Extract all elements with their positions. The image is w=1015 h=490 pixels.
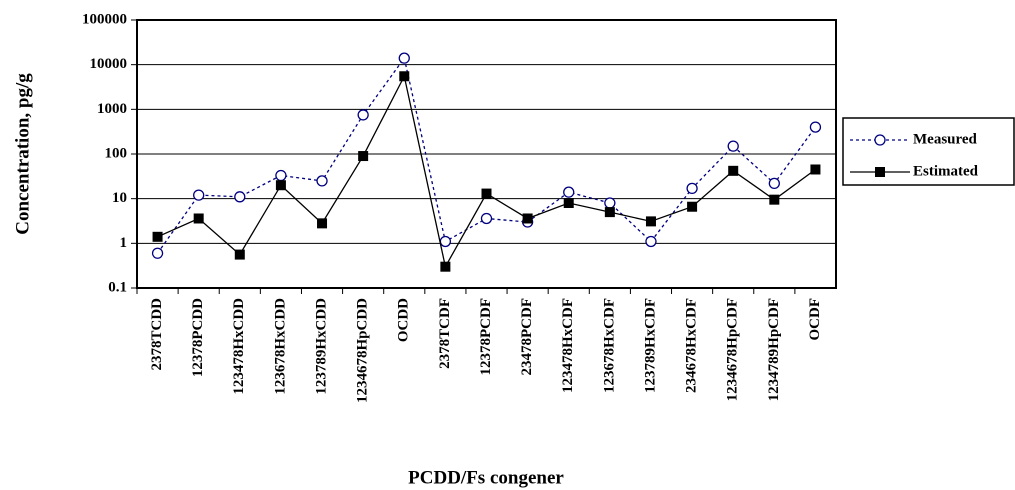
plot-area <box>136 19 837 289</box>
point <box>809 121 822 133</box>
point <box>769 194 780 205</box>
point <box>193 189 205 201</box>
point <box>727 140 739 152</box>
x-tick-label: 2378TCDD <box>149 298 165 371</box>
point <box>768 177 780 190</box>
x-tick-label: 12378PCDD <box>190 298 206 377</box>
point <box>645 216 656 227</box>
y-tick-label: 0.1 <box>108 279 127 295</box>
x-tick-label: 2378TCDF <box>437 298 453 369</box>
point <box>810 164 821 175</box>
x-tick-label: 123789HxCDF <box>642 298 658 393</box>
x-tick-label: 123678HxCDF <box>601 298 617 393</box>
point <box>563 186 575 198</box>
x-tick-label: 1234789HpCDF <box>766 298 782 401</box>
point <box>875 167 885 177</box>
point <box>152 231 163 242</box>
point <box>316 175 328 187</box>
x-tick-label: 123478HxCDF <box>560 298 576 393</box>
x-tick-label: 12378PCDF <box>478 298 494 376</box>
point <box>193 213 204 224</box>
point <box>522 213 533 224</box>
point <box>439 235 452 248</box>
y-tick-label: 1 <box>120 235 128 251</box>
x-tick-label: 123789HxCDD <box>313 298 329 395</box>
x-tick-label: OCDD <box>396 298 412 342</box>
y-axis-label: Concentration, pg/g <box>12 73 33 235</box>
x-tick-label: 123678HxCDD <box>272 298 288 395</box>
point <box>398 52 410 64</box>
point <box>604 197 616 209</box>
y-tick-label: 10 <box>112 190 127 206</box>
y-tick-label: 100000 <box>82 11 127 27</box>
point <box>604 207 615 218</box>
x-tick-label: OCDF <box>807 298 823 341</box>
x-tick-label: 23478PCDF <box>519 298 535 376</box>
point <box>234 249 245 260</box>
legend-label: Measured <box>913 131 978 147</box>
series-line <box>157 74 816 269</box>
x-tick-label: 234678HxCDF <box>684 298 700 393</box>
y-tick-label: 10000 <box>90 56 128 72</box>
point <box>686 182 698 195</box>
point <box>728 165 739 176</box>
point <box>687 201 698 212</box>
point <box>358 151 369 162</box>
point <box>481 188 492 199</box>
point <box>275 169 287 182</box>
point <box>563 197 574 208</box>
point <box>317 218 328 229</box>
x-axis-label: PCDD/Fs congener <box>408 467 564 488</box>
point <box>275 180 286 191</box>
legend-label: Estimated <box>913 163 979 179</box>
y-tick-label: 1000 <box>97 101 127 117</box>
point <box>234 191 246 203</box>
point <box>357 109 369 121</box>
point <box>399 71 410 82</box>
legend <box>842 117 1015 186</box>
x-tick-label: 123478HxCDD <box>231 298 247 395</box>
point <box>874 134 886 146</box>
point <box>440 261 451 272</box>
x-tick-label: 1234678HpCDD <box>355 298 371 403</box>
point <box>151 247 164 259</box>
y-tick-label: 100 <box>105 145 128 161</box>
point <box>480 212 493 225</box>
x-tick-label: 1234678HpCDF <box>725 298 741 401</box>
point <box>645 235 657 248</box>
